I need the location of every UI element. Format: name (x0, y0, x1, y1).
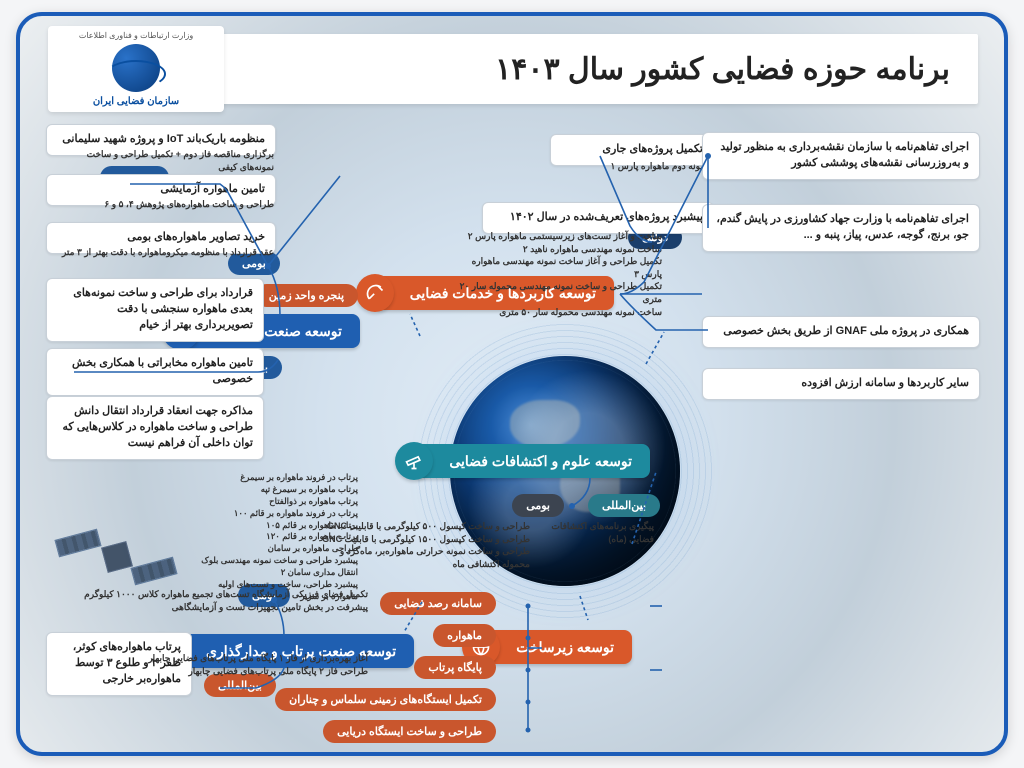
txt-infra-launchbase: آغاز بهره‌برداری از فاز ۱ پایگاه ملی پرت… (84, 652, 368, 677)
txt-micro-sub: عقد قرارداد با منظومه میکروماهواره با دق… (52, 246, 274, 259)
logo-main-text: سازمان فضایی ایران (93, 96, 179, 107)
txt-sci-bumi: طراحی و ساخت کپسول ۵۰۰ کیلوگرمی با قابلی… (312, 520, 530, 570)
box-gnaf: همکاری در پروژه ملی GNAF از طریق بخش خصو… (702, 316, 980, 348)
sub-intl-sci: بین‌المللی (588, 494, 660, 517)
box-negotiate: مذاکره جهت انعقاد قرارداد انتقال دانش طر… (46, 396, 264, 460)
logo-icon (112, 44, 160, 92)
pill-label: توسعه زیرساخت (516, 639, 614, 655)
sub-observ: سامانه رصد فضایی (380, 592, 496, 615)
pill-science: توسعه علوم و اکتشافات فضایی (413, 444, 650, 478)
box-mou2: اجرای تفاهم‌نامه با وزارت جهاد کشاورزی د… (702, 204, 980, 252)
box-contract: قرارداد برای طراحی و ساخت نمونه‌های بعدی… (46, 278, 264, 342)
pill-label: توسعه علوم و اکتشافات فضایی (449, 453, 632, 469)
sub-intl-launch: بین‌المللی (204, 674, 276, 697)
txt-sci-intl: پیگیری برنامه‌های اکتشافات فضایی (ماه) (544, 520, 654, 545)
dish-icon (356, 274, 394, 312)
logo-subtext: وزارت ارتباطات و فناوری اطلاعات (79, 31, 193, 40)
page-title: برنامه حوزه فضایی کشور سال ۱۴۰۳ (495, 52, 950, 87)
sub-bumi-sci: بومی (512, 494, 564, 517)
box-mou1: اجرای تفاهم‌نامه با سازمان نقشه‌برداری ب… (702, 132, 980, 180)
txt-testsat-sub: طراحی و ساخت ماهواره‌های پژوهش ۴، ۵ و ۶ (52, 198, 274, 211)
box-telecom: تامین ماهواره مخابراتی با همکاری بخش خصو… (46, 348, 264, 396)
sub-marine: طراحی و ساخت ایستگاه دریایی (323, 720, 496, 743)
txt-defined-sub: ساخت و آغاز تست‌های زیرسیستمی ماهواره پا… (456, 230, 662, 318)
header-bar: برنامه حوزه فضایی کشور سال ۱۴۰۳ (220, 34, 978, 104)
logo-box: وزارت ارتباطات و فناوری اطلاعات سازمان ف… (48, 26, 224, 112)
txt-infra-observ: تکمیل فضای فیزیکی آزمایشگاه تست‌های تجمی… (84, 588, 368, 613)
txt-running-sub: نمونه دوم ماهواره پارس ۱ (550, 160, 708, 173)
poster-canvas: برنامه حوزه فضایی کشور سال ۱۴۰۳ وزارت ار… (16, 12, 1008, 756)
sub-window: پنجره واحد زمین (255, 284, 358, 307)
satellite-icon (60, 516, 180, 596)
txt-iot-sub: برگزاری مناقصه فاز دوم + تکمیل طراحی و س… (52, 148, 274, 173)
box-other: سایر کاربردها و سامانه ارزش افزوده (702, 368, 980, 400)
sub-ground: تکمیل ایستگاه‌های زمینی سلماس و چناران (275, 688, 496, 711)
sub-launchbase: پایگاه پرتاب (414, 656, 496, 679)
sub-sat: ماهواره (433, 624, 496, 647)
telescope-icon (395, 442, 433, 480)
pill-infrastructure: توسعه زیرساخت (480, 630, 632, 664)
